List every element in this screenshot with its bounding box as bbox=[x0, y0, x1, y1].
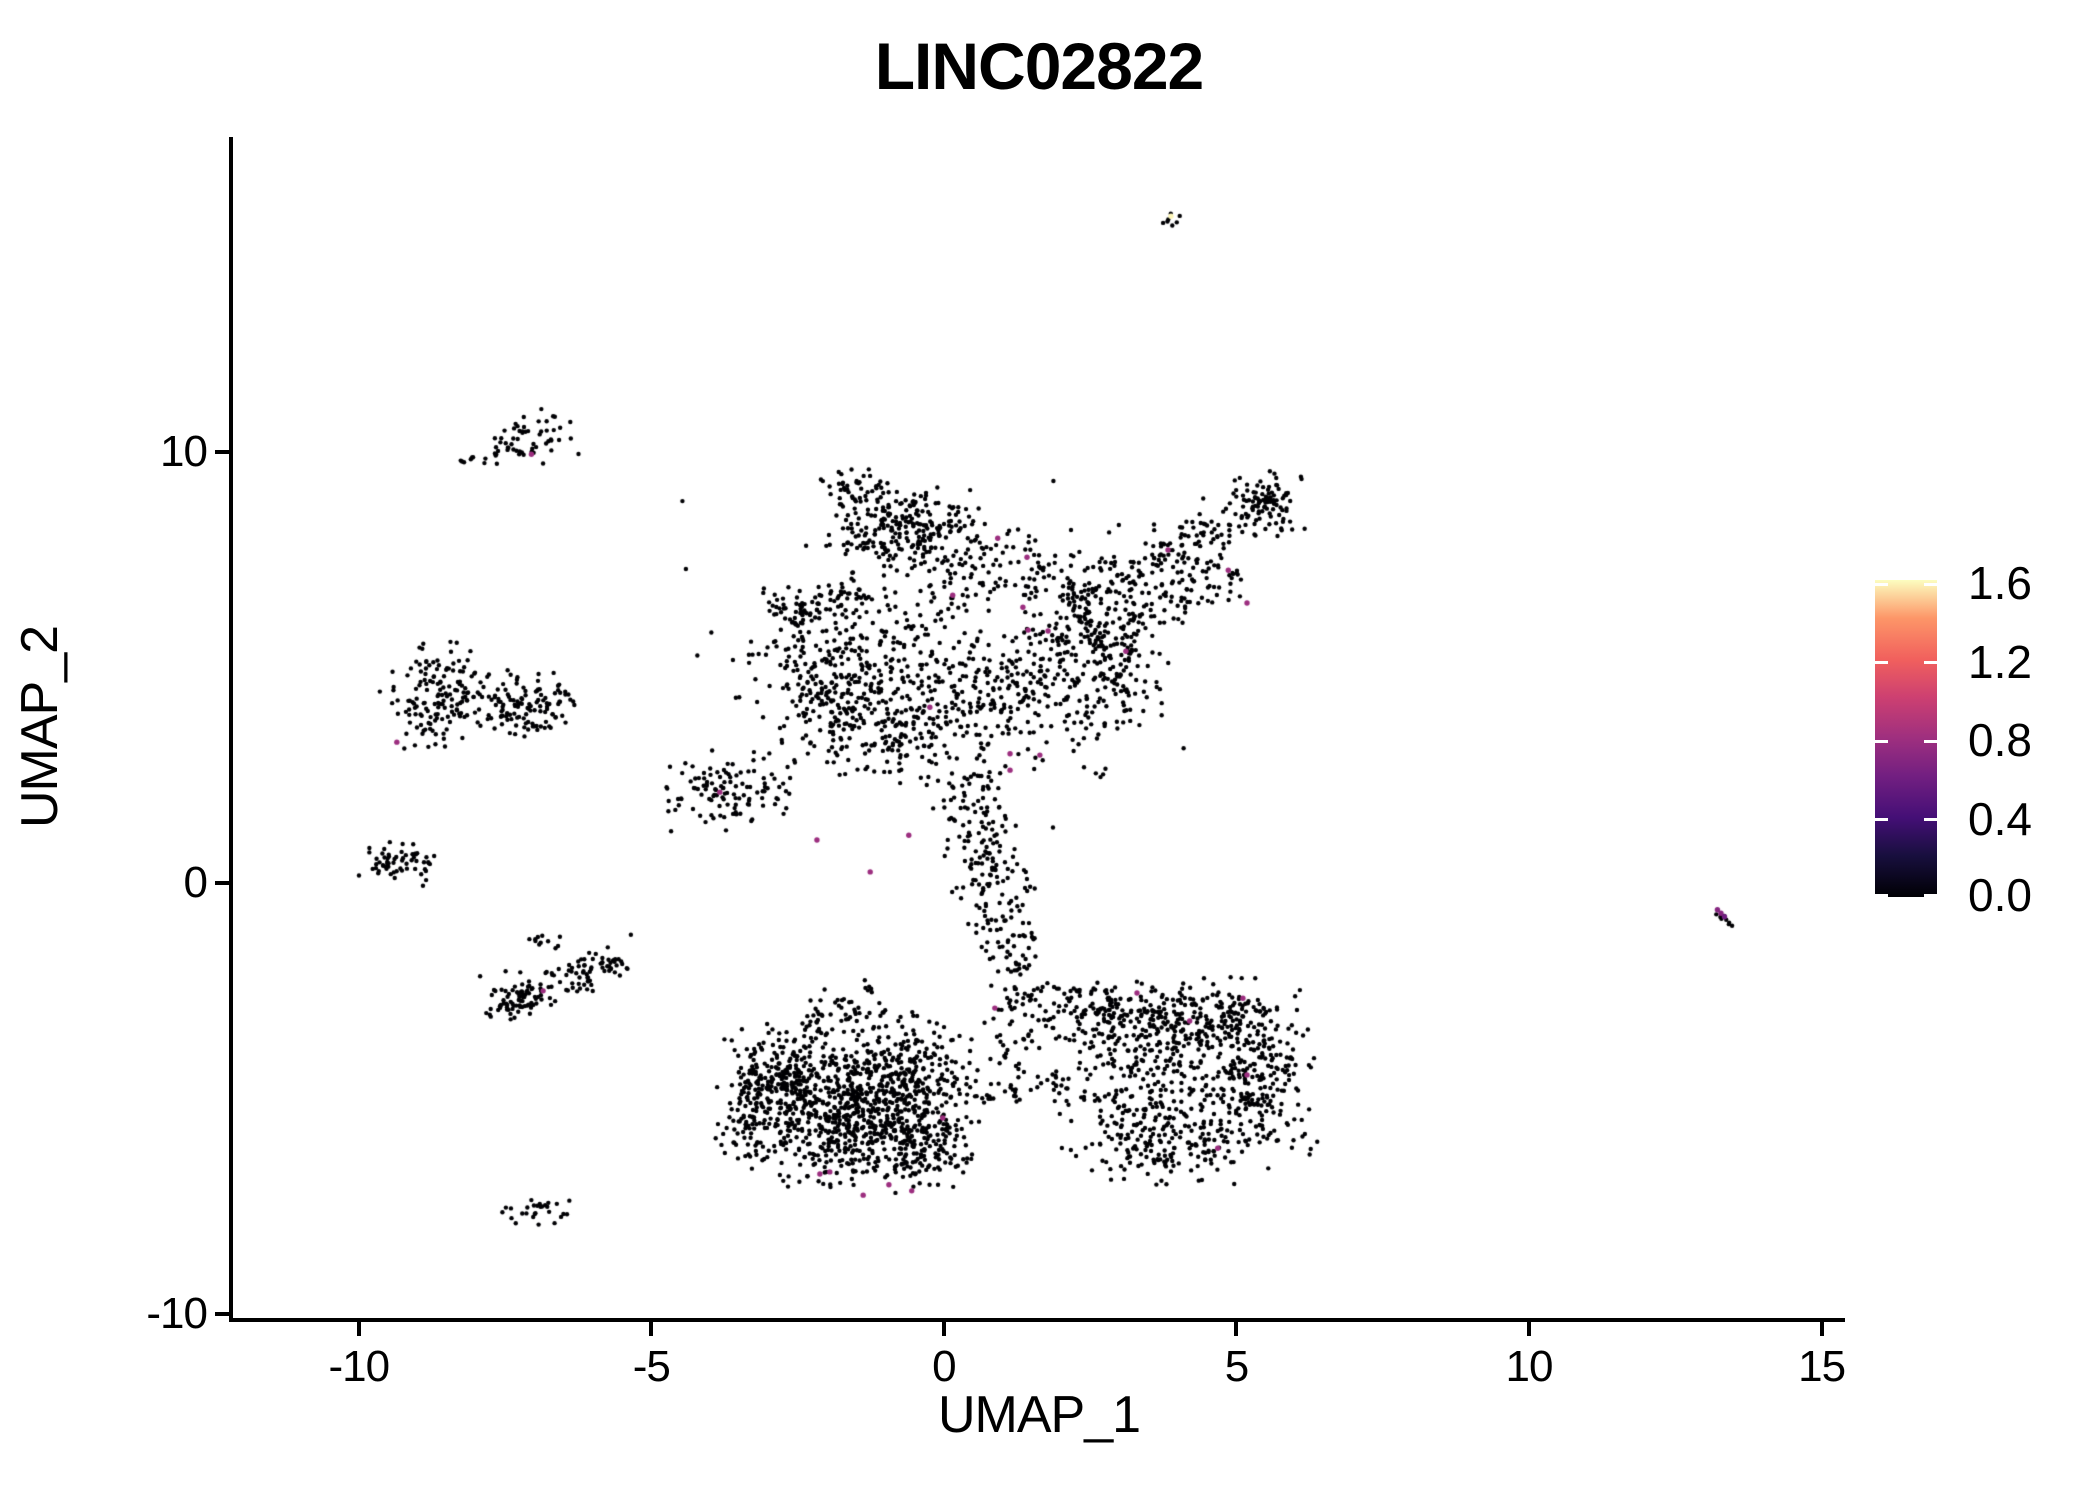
x-tick-label: 10 bbox=[1505, 1342, 1554, 1391]
colorbar-tick-label: 0.0 bbox=[1968, 868, 2032, 921]
chart-title: LINC02822 bbox=[874, 29, 1205, 103]
x-tick-label: 0 bbox=[932, 1342, 957, 1391]
colorbar-tick-mark bbox=[1875, 661, 1888, 665]
y-tick-label: 10 bbox=[160, 427, 208, 477]
y-tick-label: -10 bbox=[146, 1289, 208, 1339]
colorbar-tick-mark bbox=[1924, 818, 1937, 822]
x-tick-mark bbox=[941, 1322, 946, 1336]
y-tick-mark bbox=[215, 450, 229, 455]
x-tick-mark bbox=[1527, 1322, 1532, 1336]
colorbar-tick-label: 0.4 bbox=[1968, 792, 2032, 845]
x-tick-mark bbox=[1819, 1322, 1824, 1336]
x-tick-mark bbox=[356, 1322, 361, 1336]
colorbar-legend: 1.6 1.2 0.8 0.4 0.0 bbox=[1875, 557, 2032, 920]
colorbar-tick-mark bbox=[1924, 739, 1937, 743]
x-axis-line bbox=[229, 1318, 1845, 1322]
plot-panel: -10 -5 0 5 10 15 -10 0 10 bbox=[146, 137, 1846, 1391]
x-tick-label: 5 bbox=[1224, 1342, 1250, 1391]
y-axis-title: UMAP_2 bbox=[11, 625, 69, 829]
x-tick-mark bbox=[649, 1322, 654, 1336]
y-tick-label: 0 bbox=[183, 858, 209, 908]
x-tick-mark bbox=[1234, 1322, 1239, 1336]
colorbar-tick-mark bbox=[1875, 739, 1888, 743]
y-axis-line bbox=[229, 137, 233, 1322]
x-tick-label: -5 bbox=[632, 1342, 671, 1391]
colorbar-tick-mark bbox=[1875, 582, 1888, 586]
colorbar-tick-mark bbox=[1875, 894, 1888, 897]
colorbar-tick-mark bbox=[1875, 818, 1888, 822]
x-tick-label: 15 bbox=[1798, 1342, 1846, 1391]
colorbar-tick-mark bbox=[1924, 661, 1937, 665]
colorbar-gradient bbox=[1875, 580, 1937, 897]
y-tick-mark bbox=[215, 881, 229, 886]
x-tick-label: -10 bbox=[328, 1342, 391, 1391]
colorbar-tick-label: 0.8 bbox=[1968, 714, 2032, 767]
y-tick-mark bbox=[215, 1312, 229, 1317]
colorbar-tick-label: 1.6 bbox=[1968, 557, 2032, 610]
colorbar-tick-label: 1.2 bbox=[1968, 635, 2032, 688]
colorbar-tick-mark bbox=[1924, 582, 1937, 586]
colorbar-tick-mark bbox=[1924, 894, 1937, 897]
x-axis-title: UMAP_1 bbox=[937, 1386, 1141, 1444]
umap-scatter-canvas bbox=[233, 137, 1845, 1318]
